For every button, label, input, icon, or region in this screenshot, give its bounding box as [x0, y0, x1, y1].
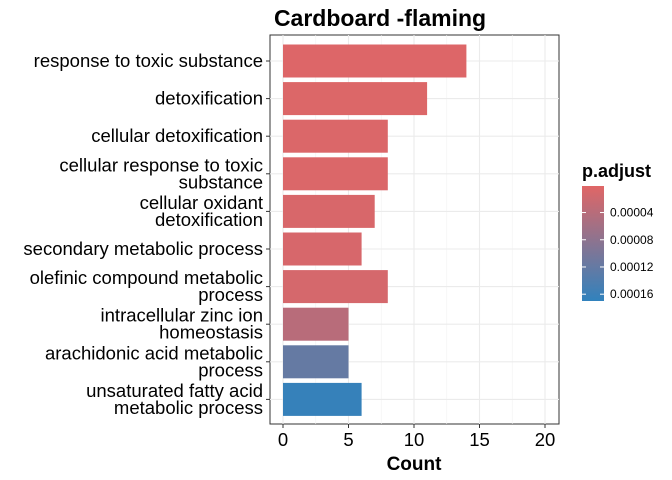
- x-tick-label: 10: [404, 429, 425, 450]
- category-label-line: unsaturated fatty acid: [86, 380, 263, 401]
- category-label: cellular response to toxic substance: [59, 154, 263, 192]
- category-label: detoxification: [155, 88, 263, 109]
- category-label-line: substance: [179, 171, 263, 192]
- category-label: secondary metabolic process: [23, 238, 263, 259]
- legend-tick-label: 0.00012: [610, 260, 654, 274]
- category-label-line: cellular response to toxic: [59, 154, 263, 175]
- x-tick-label: 5: [343, 429, 353, 450]
- category-label-line: detoxification: [155, 209, 263, 230]
- x-tick-label: 15: [469, 429, 490, 450]
- bar: [283, 307, 349, 341]
- category-label-line: arachidonic acid metabolic: [45, 342, 263, 363]
- category-label-line: detoxification: [155, 88, 263, 109]
- bar: [283, 345, 349, 379]
- legend-tick-label: 0.00004: [610, 206, 654, 220]
- bar: [283, 82, 428, 116]
- legend-colorbar: [582, 186, 604, 301]
- x-tick-label: 20: [535, 429, 556, 450]
- category-label-line: process: [198, 284, 263, 305]
- bar: [283, 157, 388, 191]
- x-tick-label: 0: [278, 429, 288, 450]
- category-label: intracellular zinc ion homeostasis: [101, 305, 263, 343]
- category-label-line: response to toxic substance: [34, 50, 263, 71]
- category-label-line: intracellular zinc ion: [101, 305, 263, 326]
- legend-tick-label: 0.00016: [610, 287, 654, 301]
- legend: p.adjust 0.00004 0.00008 0.00012 0.00016: [582, 161, 654, 301]
- x-axis-ticks: 0 5 10 15 20: [278, 424, 555, 450]
- category-label-line: cellular detoxification: [91, 125, 263, 146]
- bar: [283, 382, 362, 416]
- category-label: olefinic compound metabolic process: [30, 267, 263, 305]
- chart-title: Cardboard -flaming: [274, 5, 486, 31]
- legend-title: p.adjust: [582, 161, 651, 181]
- category-label-line: cellular oxidant: [140, 192, 263, 213]
- legend-tick-label: 0.00008: [610, 233, 654, 247]
- bar: [283, 44, 467, 78]
- category-label: arachidonic acid metabolic process: [45, 342, 263, 380]
- category-label: unsaturated fatty acid metabolic process: [86, 380, 263, 418]
- bar: [283, 194, 375, 228]
- bars: [283, 44, 467, 416]
- category-labels: response to toxic substance detoxificatio…: [23, 50, 270, 418]
- category-label-line: olefinic compound metabolic: [30, 267, 263, 288]
- bar: [283, 119, 388, 153]
- category-label-line: secondary metabolic process: [23, 238, 263, 259]
- category-label: response to toxic substance: [34, 50, 263, 71]
- bar: [283, 270, 388, 304]
- category-label-line: process: [198, 359, 263, 380]
- legend-ticks: 0.00004 0.00008 0.00012 0.00016: [582, 206, 654, 301]
- category-label-line: homeostasis: [159, 322, 263, 343]
- bar: [283, 232, 362, 266]
- x-axis-title: Count: [387, 454, 443, 475]
- category-label: cellular oxidant detoxification: [140, 192, 263, 230]
- category-label-line: metabolic process: [114, 397, 263, 418]
- category-label: cellular detoxification: [91, 125, 263, 146]
